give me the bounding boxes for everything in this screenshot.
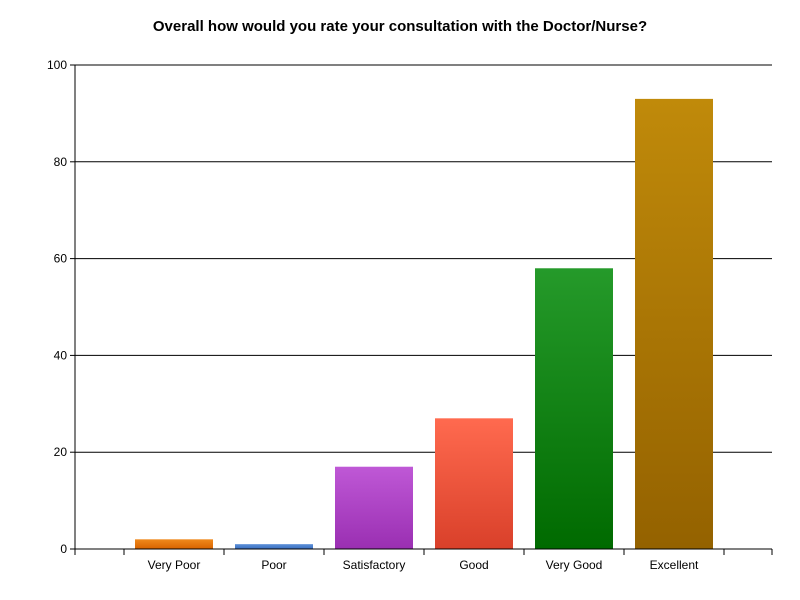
y-tick-label: 20 [54,445,68,459]
x-tick-label: Very Poor [148,558,201,572]
x-tick-label: Satisfactory [343,558,406,572]
y-tick-label: 40 [54,348,68,362]
bar-very-good [535,268,613,549]
y-tick-label: 80 [54,155,68,169]
axes [70,64,773,555]
bars [135,98,713,549]
bar-satisfactory [335,466,413,549]
x-tick-label: Excellent [650,558,699,572]
x-tick-label: Poor [261,558,286,572]
bar-poor [235,544,313,549]
chart-title: Overall how would you rate your consulta… [152,18,648,35]
labels: 0 20 40 60 80 100 Very Poor Poor Satisfactory Goo… [47,58,699,572]
x-tick-label: Good [459,558,488,572]
y-tick-label: 0 [60,542,67,556]
y-tick-label: 60 [54,252,68,266]
x-tick-label: Very Good [546,558,603,572]
y-tick-label: 100 [47,58,67,72]
bar-very-poor [135,539,213,549]
bar-good [435,418,513,549]
bar-excellent [635,98,713,549]
